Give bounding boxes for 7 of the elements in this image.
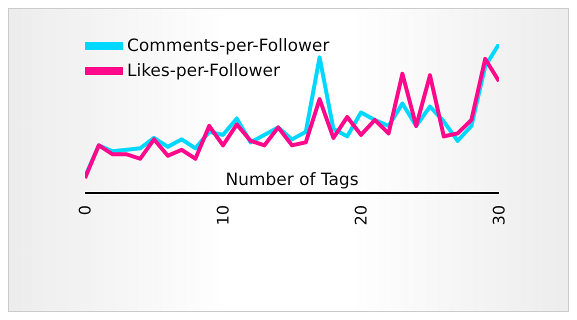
- legend-label: Likes-per-Follower: [127, 60, 280, 80]
- x-tick-label: 0: [76, 205, 94, 216]
- x-axis-title: Number of Tags: [225, 170, 359, 190]
- x-tick-label: 10: [214, 205, 232, 226]
- legend-label: Comments-per-Follower: [127, 36, 330, 56]
- x-tick-label: 30: [490, 205, 508, 226]
- x-tick-label: 20: [352, 205, 370, 226]
